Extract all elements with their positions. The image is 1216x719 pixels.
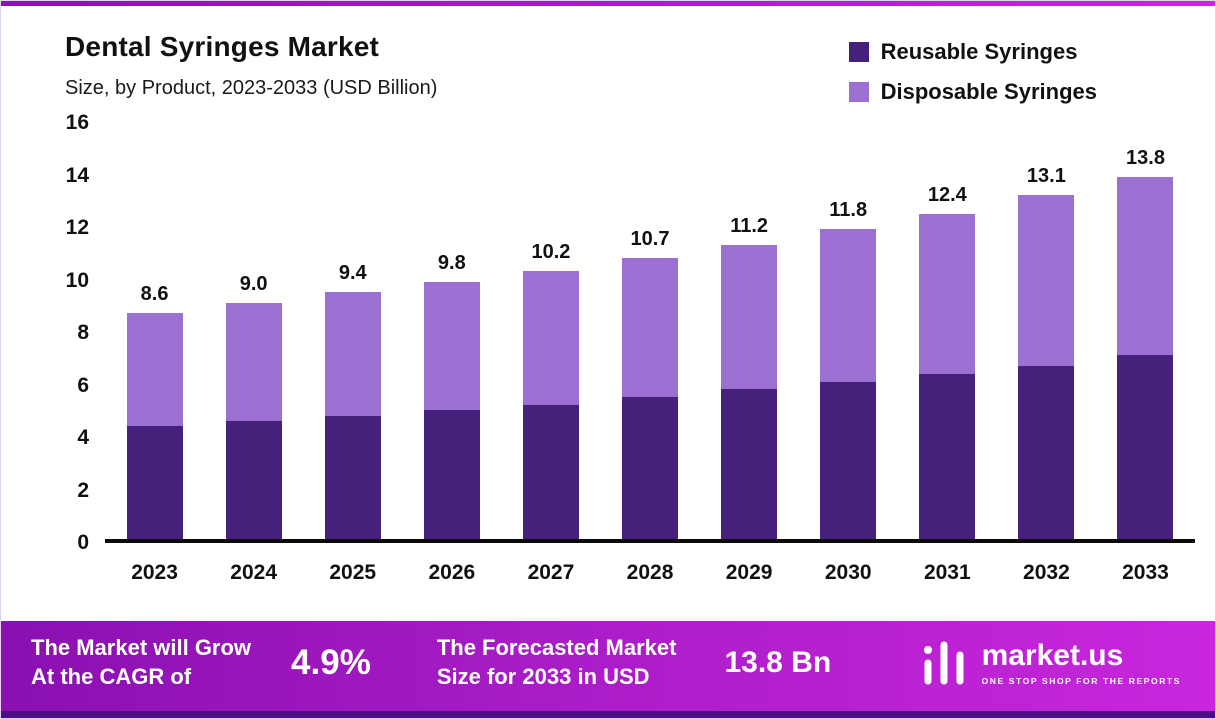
bar-segment-reusable: [225, 420, 282, 539]
x-axis-label: 2030: [824, 561, 872, 584]
bar-total-label: 10.7: [630, 228, 670, 251]
bar-group-2027: 10.2: [501, 123, 600, 539]
forecast-value: 13.8 Bn: [724, 646, 832, 679]
x-axis-label: 2028: [626, 561, 674, 584]
bar-total-label: 11.2: [730, 215, 769, 237]
bar-group-2025: 9.4: [303, 123, 402, 539]
plot-area: 8.6 9.0 9.4 9.8 10.2 10.7 11.2 11.8 12.4 13.1 13.8: [105, 123, 1195, 543]
x-axis-label: 2027: [527, 561, 575, 584]
bar-total-label: 12.4: [927, 183, 967, 206]
bar-segment-disposable: [919, 213, 976, 374]
top-accent-strip: [1, 1, 1215, 6]
bar-segment-reusable: [522, 405, 579, 539]
bar-segment-disposable: [225, 302, 282, 421]
chart-header: Dental Syringes Market Size, by Product,…: [65, 31, 437, 100]
y-axis-label: 10: [65, 268, 89, 292]
bar-segment-disposable: [423, 281, 480, 411]
bar-segment-disposable: [721, 245, 778, 390]
page-subtitle: Size, by Product, 2023-2033 (USD Billion…: [65, 77, 438, 99]
bar-segment-disposable: [126, 313, 183, 427]
bar-segment-reusable: [1018, 365, 1075, 539]
legend-item-disposable: Disposable Syringes: [848, 79, 1097, 105]
x-axis-label: 2031: [923, 561, 971, 584]
x-axis-label: 2033: [1122, 561, 1169, 584]
stacked-bar-chart: 0 2 4 6 8 10 12 14 16 8.6 9.0 9.4 9.8 10.2 10.7 11.2 11…: [23, 111, 1199, 601]
y-axis-label: 6: [77, 373, 89, 397]
footer-banner: The Market will Grow At the CAGR of 4.9%…: [1, 621, 1215, 718]
legend-label: Reusable Syringes: [880, 39, 1078, 64]
bar-segment-disposable: [1117, 176, 1174, 356]
bar-group-2032: 13.1: [997, 123, 1096, 539]
brand-name: market.us: [981, 638, 1124, 672]
cagr-caption-line2: At the CAGR of: [31, 664, 192, 689]
bar-segment-reusable: [324, 415, 381, 539]
legend-label: Disposable Syringes: [880, 79, 1097, 104]
bar-group-2030: 11.8: [799, 123, 898, 539]
y-axis-label: 8: [77, 321, 89, 344]
bar-segment-reusable: [423, 410, 480, 539]
x-axis: 2023 2024 2025 2026 2027 2028 2029 2030 2031 2032…: [105, 561, 1195, 585]
page-title: Dental Syringes Market: [65, 31, 380, 62]
bar-group-2023: 8.6: [105, 123, 204, 539]
x-axis-label: 2025: [329, 561, 377, 584]
y-axis-label: 12: [65, 216, 89, 239]
legend-swatch-reusable: [848, 42, 869, 62]
forecast-caption-line1: The Forecasted Market: [436, 635, 677, 661]
bar-group-2029: 11.2: [700, 123, 799, 539]
bar-total-label: 8.6: [140, 283, 169, 306]
bar-segment-reusable: [820, 381, 877, 539]
bar-group-2026: 9.8: [402, 123, 501, 539]
market-us-logo-icon: [923, 641, 964, 685]
chart-legend: Reusable Syringes Disposable Syringes: [848, 39, 1097, 119]
brand-tagline: ONE STOP SHOP FOR THE REPORTS: [981, 675, 1181, 686]
bar-total-label: 9.4: [338, 262, 367, 285]
legend-swatch-disposable: [848, 82, 869, 102]
x-axis-label: 2023: [131, 561, 178, 584]
bar-group-2031: 12.4: [898, 123, 997, 539]
bar-group-2024: 9.0: [204, 123, 303, 539]
bar-total-label: 9.0: [239, 272, 268, 295]
x-axis-label: 2032: [1023, 561, 1070, 584]
legend-item-reusable: Reusable Syringes: [848, 39, 1097, 65]
bar-group-2028: 10.7: [600, 123, 699, 539]
bar-segment-reusable: [622, 397, 679, 539]
brand-logo: market.us ONE STOP SHOP FOR THE REPORTS: [918, 637, 1181, 689]
bar-segment-disposable: [622, 258, 679, 398]
cagr-caption: The Market will Grow At the CAGR of: [31, 634, 251, 691]
bar-segment-disposable: [324, 292, 381, 416]
cagr-value: 4.9%: [291, 643, 371, 682]
bar-segment-disposable: [1018, 195, 1075, 366]
bar-total-label: 11.8: [829, 199, 868, 222]
bar-total-label: 13.1: [1026, 165, 1066, 188]
bar-group-2033: 13.8: [1096, 123, 1195, 539]
y-axis-label: 14: [65, 163, 89, 187]
bar-segment-disposable: [820, 229, 877, 382]
bar-segment-disposable: [522, 271, 579, 406]
brand-text-block: market.us ONE STOP SHOP FOR THE REPORTS: [981, 638, 1181, 686]
x-axis-label: 2026: [428, 561, 476, 584]
bar-segment-reusable: [721, 389, 778, 539]
y-axis-label: 0: [77, 531, 89, 554]
y-axis: 0 2 4 6 8 10 12 14 16: [23, 111, 89, 554]
y-axis-label: 16: [65, 111, 89, 134]
bar-total-label: 10.2: [531, 241, 571, 264]
x-axis-label: 2024: [230, 561, 277, 584]
cagr-caption-line1: The Market will Grow: [31, 635, 252, 661]
bar-segment-reusable: [126, 426, 183, 539]
forecast-caption: The Forecasted Market Size for 2033 in U…: [437, 634, 677, 691]
forecast-caption-line2: Size for 2033 in USD: [436, 664, 650, 689]
bar-segment-reusable: [919, 373, 976, 539]
bar-total-label: 9.8: [437, 251, 466, 274]
x-axis-label: 2029: [725, 561, 773, 584]
bar-segment-reusable: [1117, 355, 1174, 539]
y-axis-label: 2: [77, 478, 89, 502]
y-axis-label: 4: [77, 426, 89, 449]
bar-total-label: 13.8: [1126, 146, 1165, 169]
